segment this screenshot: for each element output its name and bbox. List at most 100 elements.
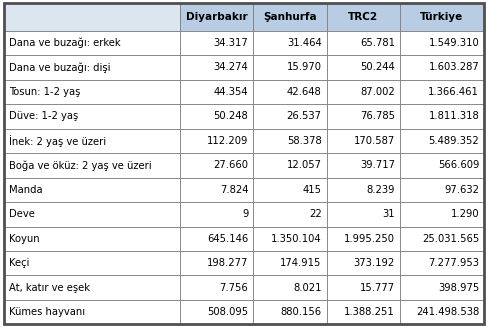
Text: 1.350.104: 1.350.104 [271,234,322,244]
Text: 880.156: 880.156 [281,307,322,317]
Text: 34.317: 34.317 [214,38,248,48]
Text: Boğa ve öküz: 2 yaş ve üzeri: Boğa ve öküz: 2 yaş ve üzeri [9,160,151,171]
Text: 566.609: 566.609 [438,160,479,170]
Bar [400,275,484,300]
Bar [180,251,253,275]
Text: 645.146: 645.146 [207,234,248,244]
Bar [326,55,400,80]
Bar [326,251,400,275]
Text: Deve: Deve [9,209,35,219]
Text: Türkiye: Türkiye [420,12,464,22]
Bar [4,251,180,275]
Bar [4,104,180,129]
Text: 15.777: 15.777 [360,283,395,293]
Bar [326,202,400,227]
Text: 31: 31 [382,209,395,219]
Text: 15.970: 15.970 [286,62,322,73]
Text: Tosun: 1-2 yaş: Tosun: 1-2 yaş [9,87,80,97]
Text: 22: 22 [309,209,322,219]
Bar [326,31,400,55]
Bar [326,300,400,324]
Bar [326,153,400,178]
Text: 5.489.352: 5.489.352 [428,136,479,146]
Bar [180,129,253,153]
Text: 7.756: 7.756 [220,283,248,293]
Bar [180,275,253,300]
Text: TRC2: TRC2 [348,12,378,22]
Bar [4,300,180,324]
Text: 65.781: 65.781 [360,38,395,48]
Text: 1.811.318: 1.811.318 [428,112,479,121]
Text: 26.537: 26.537 [286,112,322,121]
Text: 112.209: 112.209 [207,136,248,146]
Bar [253,178,326,202]
Text: 398.975: 398.975 [438,283,479,293]
Text: Şanhurfa: Şanhurfa [263,12,317,22]
Text: 8.021: 8.021 [293,283,322,293]
Bar [400,153,484,178]
Bar [4,153,180,178]
Bar [4,178,180,202]
Text: 170.587: 170.587 [354,136,395,146]
Text: 34.274: 34.274 [214,62,248,73]
Bar [253,104,326,129]
Bar [400,129,484,153]
Bar [180,104,253,129]
Bar [400,3,484,31]
Text: 415: 415 [303,185,322,195]
Bar [180,227,253,251]
Bar [400,55,484,80]
Bar [4,55,180,80]
Bar [400,178,484,202]
Text: 76.785: 76.785 [360,112,395,121]
Text: 39.717: 39.717 [360,160,395,170]
Bar [4,227,180,251]
Text: 50.248: 50.248 [214,112,248,121]
Text: 31.464: 31.464 [287,38,322,48]
Bar [400,31,484,55]
Bar [400,202,484,227]
Bar [4,80,180,104]
Text: 174.915: 174.915 [280,258,322,268]
Text: 1.603.287: 1.603.287 [428,62,479,73]
Text: 1.388.251: 1.388.251 [344,307,395,317]
Text: 50.244: 50.244 [360,62,395,73]
Text: 198.277: 198.277 [207,258,248,268]
Text: İnek: 2 yaş ve üzeri: İnek: 2 yaş ve üzeri [9,135,106,147]
Text: 373.192: 373.192 [354,258,395,268]
Text: Keçi: Keçi [9,258,29,268]
Text: At, katır ve eşek: At, katır ve eşek [9,283,90,293]
Bar [253,202,326,227]
Bar [4,129,180,153]
Text: 12.057: 12.057 [286,160,322,170]
Text: 8.239: 8.239 [366,185,395,195]
Bar [253,251,326,275]
Text: 97.632: 97.632 [444,185,479,195]
Text: 1.995.250: 1.995.250 [344,234,395,244]
Bar [180,202,253,227]
Text: 508.095: 508.095 [207,307,248,317]
Bar [253,300,326,324]
Bar [326,80,400,104]
Text: 1.549.310: 1.549.310 [428,38,479,48]
Text: 27.660: 27.660 [213,160,248,170]
Bar [253,153,326,178]
Bar [4,202,180,227]
Bar [180,55,253,80]
Bar [253,3,326,31]
Text: 1.290: 1.290 [450,209,479,219]
Bar [253,227,326,251]
Text: 9: 9 [242,209,248,219]
Bar [253,31,326,55]
Text: Düve: 1-2 yaş: Düve: 1-2 yaş [9,112,78,121]
Text: 58.378: 58.378 [287,136,322,146]
Bar [253,55,326,80]
Bar [400,251,484,275]
Text: 241.498.538: 241.498.538 [416,307,479,317]
Bar [180,31,253,55]
Bar [180,80,253,104]
Bar [326,227,400,251]
Text: 1.366.461: 1.366.461 [428,87,479,97]
Bar [253,129,326,153]
Text: 25.031.565: 25.031.565 [422,234,479,244]
